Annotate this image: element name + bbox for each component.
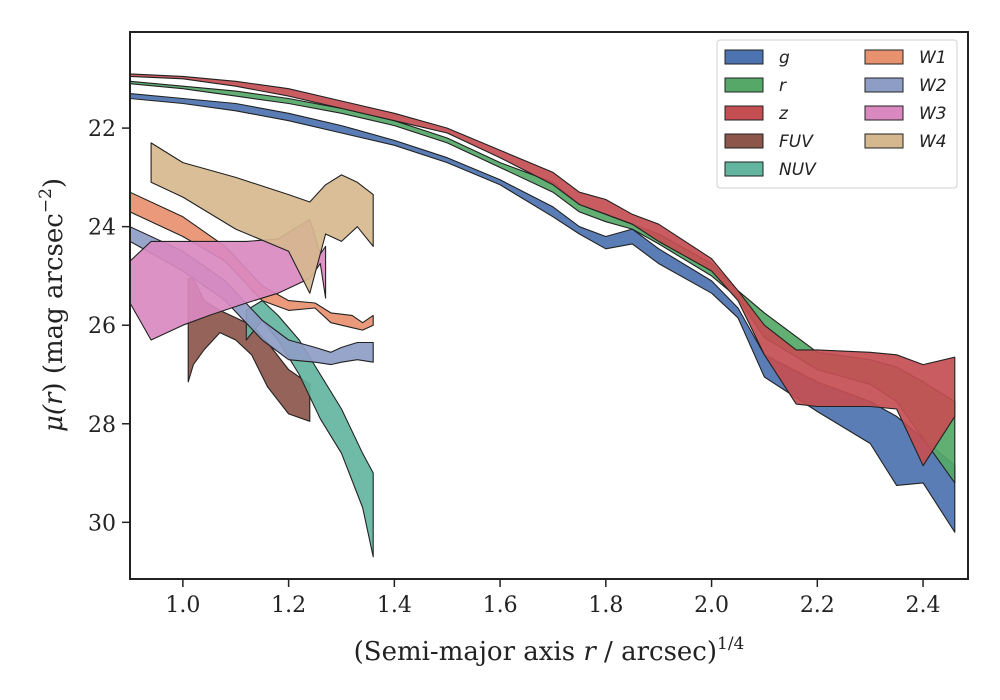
y-axis-label: μ(r) (mag arcsec−2) (36, 178, 69, 432)
legend-swatch-nuv (724, 161, 764, 177)
legend-swatch-r (724, 77, 764, 93)
legend-label-z: z (778, 104, 789, 124)
legend-label-fuv: FUV (779, 132, 814, 152)
x-tick-label: 1.4 (377, 593, 412, 618)
legend-label-g: g (779, 48, 790, 68)
x-tick-label: 1.8 (588, 593, 623, 618)
x-axis-label: (Semi-major axis r / arcsec)1/4 (354, 634, 745, 667)
legend: grz FUV NUV W1 W2 W3 W4 (716, 39, 958, 189)
legend-swatch-fuv (724, 133, 764, 149)
x-tick-label: 2.4 (906, 593, 941, 618)
legend-swatch-g (724, 49, 764, 65)
legend-label-r: r (779, 76, 787, 96)
legend-label-nuv: NUV (779, 160, 817, 180)
x-tick-label: 1.6 (483, 593, 518, 618)
x-tick-label: 1.2 (271, 593, 306, 618)
legend-label-w4: W4 (919, 132, 947, 152)
y-tick-label: 24 (88, 216, 116, 241)
y-tick-label: 30 (88, 511, 116, 536)
x-tick-label: 2.2 (800, 593, 835, 618)
axis-ticks: 1.0 1.2 1.4 1.6 1.8 2.0 2.2 2.4 22 24 26 28 30 (88, 117, 941, 618)
legend-swatch-w1 (864, 49, 904, 65)
legend-swatch-w2 (864, 77, 904, 93)
legend-box (716, 39, 958, 189)
y-tick-label: 22 (88, 117, 116, 142)
legend-swatch-w4 (864, 133, 904, 149)
band-r (130, 80, 956, 484)
band-g (130, 93, 956, 533)
legend-label-w1: W1 (919, 48, 947, 68)
x-tick-label: 1.0 (165, 593, 200, 618)
legend-swatch-w3 (864, 105, 904, 121)
band-z (130, 73, 956, 467)
y-tick-label: 26 (88, 314, 116, 339)
y-tick-label: 28 (88, 413, 116, 438)
legend-swatch-z (724, 105, 764, 121)
plot-frame (129, 31, 969, 580)
legend-label-w2: W2 (919, 76, 947, 96)
series-layer (130, 73, 956, 558)
x-tick-label: 2.0 (694, 593, 729, 618)
band-w4 (150, 142, 374, 294)
legend-label-w3: W3 (919, 104, 947, 124)
band-w3 (130, 218, 327, 341)
